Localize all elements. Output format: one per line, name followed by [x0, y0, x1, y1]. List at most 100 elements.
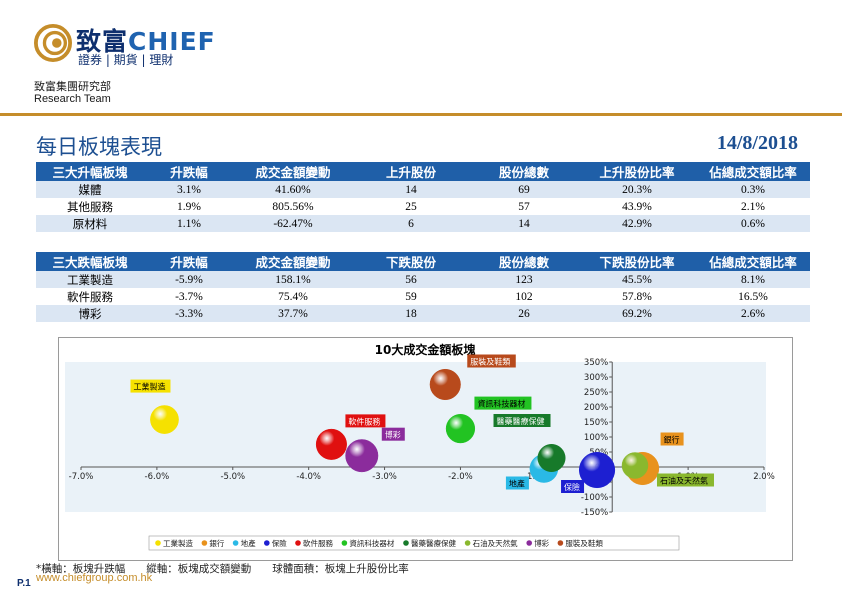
table-header-row: 三大升幅板塊 升跌幅 成交金額變動 上升股份 股份總數 上升股份比率 佔總成交額…	[36, 162, 810, 181]
brand-name: 致富CHIEF	[76, 22, 216, 58]
legend-marker	[201, 540, 208, 546]
y-tick-label: -150%	[581, 508, 608, 518]
sector-cell: 工業製造	[36, 271, 144, 288]
data-label: 博彩	[385, 430, 401, 440]
data-label-box	[381, 427, 405, 441]
column-header: 三大跌幅板塊	[36, 252, 144, 271]
table-cell: 59	[352, 288, 470, 305]
department-en: Research Team	[34, 93, 111, 105]
table-cell: 2.6%	[696, 305, 810, 322]
brand-name-en: CHIEF	[128, 27, 216, 56]
legend-entry: 保險	[272, 538, 287, 548]
top-losers-table: 三大跌幅板塊 升跌幅 成交金額變動 下跌股份 股份總數 下跌股份比率 佔總成交額…	[36, 252, 810, 322]
column-header: 上升股份比率	[578, 162, 696, 181]
y-tick-label: 350%	[584, 358, 608, 368]
x-tick-label: -6.0%	[145, 472, 170, 482]
table-cell: 158.1%	[234, 271, 352, 288]
column-header: 佔總成交額比率	[696, 252, 810, 271]
y-tick-label: 100%	[584, 433, 608, 443]
data-label-box	[467, 354, 516, 368]
table-cell: 25	[352, 198, 470, 215]
column-header: 下跌股份比率	[578, 252, 696, 271]
legend-marker	[341, 540, 348, 546]
table-cell: 2.1%	[696, 198, 810, 215]
data-label: 資訊科技器材	[477, 399, 525, 409]
data-label-box	[505, 476, 529, 490]
data-label: 工業製造	[133, 382, 165, 392]
legend-entry: 資訊科技器材	[349, 538, 394, 548]
sector-cell: 軟件服務	[36, 288, 144, 305]
table-cell: 45.5%	[578, 271, 696, 288]
sector-cell: 原材料	[36, 215, 144, 232]
table-cell: 8.1%	[696, 271, 810, 288]
data-label: 保險	[564, 482, 580, 492]
plot-area	[65, 362, 766, 512]
table-row: 博彩 -3.3% 37.7% 18 26 69.2% 2.6%	[36, 305, 810, 322]
table-cell: 3.1%	[144, 181, 234, 198]
table-cell: 0.6%	[696, 215, 810, 232]
chief-logo-mark	[34, 24, 72, 62]
page-number: P.1	[17, 578, 31, 589]
table-cell: 69	[470, 181, 578, 198]
y-tick-label: 150%	[584, 418, 608, 428]
column-header: 佔總成交額比率	[696, 162, 810, 181]
table-cell: 75.4%	[234, 288, 352, 305]
column-header: 下跌股份	[352, 252, 470, 271]
data-label-box	[130, 379, 171, 393]
x-tick-label: -3.0%	[372, 472, 397, 482]
table-row: 軟件服務 -3.7% 75.4% 59 102 57.8% 16.5%	[36, 288, 810, 305]
bubble-7	[537, 444, 566, 472]
chart-title: 10大成交金額板塊	[375, 342, 476, 357]
table-cell: 102	[470, 288, 578, 305]
legend-marker	[295, 540, 301, 546]
y-tick-label: -100%	[581, 493, 608, 503]
table-cell: 56	[352, 271, 470, 288]
legend-marker	[464, 540, 471, 546]
table-cell: 6	[352, 215, 470, 232]
table-cell: 20.3%	[578, 181, 696, 198]
table-header-row: 三大跌幅板塊 升跌幅 成交金額變動 下跌股份 股份總數 下跌股份比率 佔總成交額…	[36, 252, 810, 271]
table-cell: 16.5%	[696, 288, 810, 305]
legend-marker	[557, 540, 564, 546]
table-cell: -62.47%	[234, 215, 352, 232]
table-cell: 69.2%	[578, 305, 696, 322]
data-label: 服裝及鞋類	[470, 357, 510, 367]
y-tick-label: 300%	[584, 373, 608, 383]
column-header: 上升股份	[352, 162, 470, 181]
sector-cell: 其他服務	[36, 198, 144, 215]
sector-cell: 媒體	[36, 181, 144, 198]
data-label-box	[474, 396, 532, 410]
sector-cell: 博彩	[36, 305, 144, 322]
column-header: 升跌幅	[144, 162, 234, 181]
legend-entry: 博彩	[534, 538, 549, 548]
table-cell: 123	[470, 271, 578, 288]
legend-entry: 軟件服務	[303, 538, 333, 548]
table-cell: -3.7%	[144, 288, 234, 305]
column-header: 成交金額變動	[234, 252, 352, 271]
table-cell: -5.9%	[144, 271, 234, 288]
x-tick-label: -7.0%	[69, 472, 94, 482]
column-header: 三大升幅板塊	[36, 162, 144, 181]
report-date: 14/8/2018	[716, 132, 798, 154]
bubble-chart: 10大成交金額板塊 -7.0% -6.0% -5.0% -4.0% -3.0% -2.0%…	[65, 342, 775, 551]
table-cell: 0.3%	[696, 181, 810, 198]
table-cell: 805.56%	[234, 198, 352, 215]
header-divider	[0, 113, 842, 116]
table-cell: 43.9%	[578, 198, 696, 215]
x-tick-label: -5.0%	[220, 472, 245, 482]
legend-marker	[403, 540, 409, 546]
legend-entry: 服裝及鞋類	[565, 538, 603, 548]
table-row: 工業製造 -5.9% 158.1% 56 123 45.5% 8.1%	[36, 271, 810, 288]
table-cell: 41.60%	[234, 181, 352, 198]
bubble-8	[621, 452, 649, 479]
y-tick-label: 200%	[584, 403, 608, 413]
column-header: 股份總數	[470, 252, 578, 271]
data-label: 軟件服務	[348, 416, 380, 426]
legend-marker	[232, 540, 239, 546]
legend-entry: 工業製造	[163, 538, 193, 548]
data-label: 銀行	[664, 435, 680, 445]
chart-footnote: *橫軸：板塊升跌幅 縱軸：板塊成交額變動 球體面積：板塊上升股份比率	[36, 563, 409, 575]
legend-marker	[526, 540, 532, 546]
legend-marker	[155, 540, 161, 546]
bubble-6	[445, 413, 476, 444]
